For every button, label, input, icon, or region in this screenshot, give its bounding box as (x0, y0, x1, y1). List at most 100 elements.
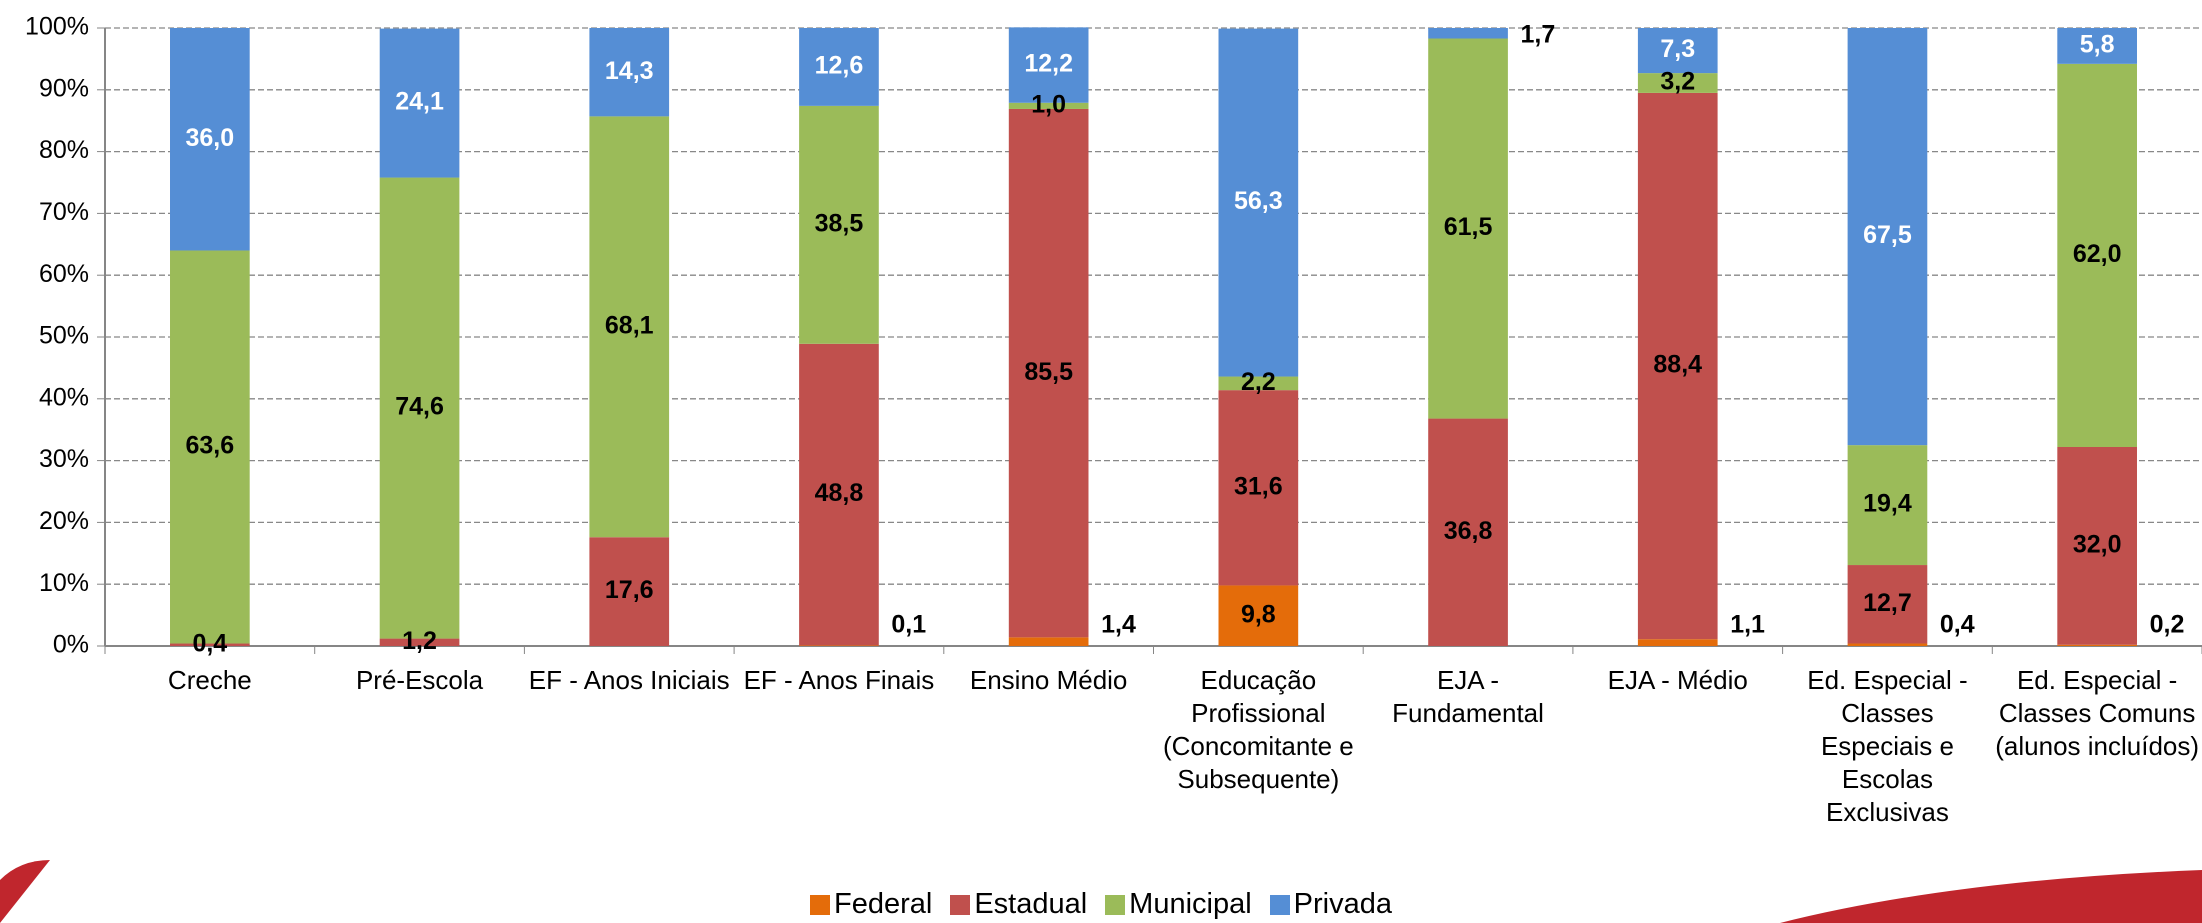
data-label: 48,8 (815, 479, 864, 507)
bar-segment (170, 28, 250, 251)
bar-segment (1847, 565, 1928, 644)
data-label: 74,6 (395, 393, 444, 421)
bar-segment (1428, 418, 1508, 646)
legend-swatch (809, 894, 830, 915)
bar-segment (379, 638, 460, 646)
legend-label: Federal (833, 888, 933, 920)
data-label: 0,1 (891, 611, 926, 639)
data-label: 7,3 (1660, 35, 1695, 63)
bar-segment (799, 105, 879, 344)
x-tick-label: Ed. Especial - Classes Especiais e Escol… (1807, 665, 1968, 827)
data-label: 1,4 (1101, 611, 1136, 639)
bar-segment (1008, 637, 1089, 646)
data-label: 62,0 (2073, 240, 2122, 268)
legend-label: Privada (1293, 888, 1392, 920)
x-tick-label: EJA - Fundamental (1392, 665, 1544, 728)
data-label: 12,2 (1024, 50, 1073, 78)
y-tick-label: 10% (39, 569, 89, 597)
x-tick-label: EF - Anos Finais (743, 665, 935, 695)
bar-segment (1428, 38, 1508, 419)
bar-segment (2057, 644, 2137, 646)
legend-item: Privada (1269, 888, 1392, 921)
legend-label: Municipal (1129, 888, 1252, 920)
bar-segment (1847, 643, 1928, 646)
x-tick-label: Ensino Médio (969, 665, 1128, 695)
bar-segment (1218, 585, 1299, 646)
data-label: 14,3 (605, 57, 654, 85)
bar-segment (1218, 28, 1299, 377)
legend-swatch (1105, 894, 1126, 915)
data-label: 1,2 (402, 627, 437, 655)
data-label: 88,4 (1653, 351, 1702, 379)
data-label: 32,0 (2073, 530, 2122, 558)
data-label: 3,2 (1660, 68, 1695, 96)
data-label: 1,0 (1031, 90, 1066, 118)
bar-segment (589, 28, 670, 117)
data-label: 0,4 (1940, 611, 1975, 639)
y-tick-label: 70% (39, 198, 89, 226)
bar-segment (1218, 376, 1299, 391)
data-label: 85,5 (1024, 358, 1073, 386)
y-tick-label: 80% (39, 136, 89, 164)
bar-segment (379, 28, 460, 178)
bar-segment (799, 343, 879, 646)
bar-segment (799, 28, 879, 106)
data-label: 0,2 (2150, 611, 2185, 639)
data-label: 31,6 (1234, 472, 1283, 500)
data-label: 24,1 (395, 88, 444, 116)
bar-segment (1637, 639, 1718, 646)
data-label: 36,8 (1444, 517, 1493, 545)
legend-label: Estadual (974, 888, 1088, 920)
y-tick-label: 60% (39, 260, 89, 288)
data-label: 2,2 (1241, 368, 1276, 396)
bar-segment (1847, 445, 1928, 566)
data-label: 36,0 (186, 124, 235, 152)
data-label: 63,6 (186, 432, 235, 460)
x-tick-label: Ed. Especial - Classes Comuns (alunos in… (1995, 665, 2200, 761)
bar-segment (2057, 63, 2137, 448)
bar-segment (1008, 27, 1089, 103)
data-label: 9,8 (1241, 600, 1276, 628)
y-tick-label: 30% (39, 445, 89, 473)
data-label: 0,4 (192, 629, 227, 657)
bar-segment (589, 116, 670, 538)
data-label: 1,7 (1521, 21, 1556, 49)
bar-segment (1637, 92, 1718, 640)
bar-segment (1008, 108, 1089, 638)
y-tick-label: 40% (39, 383, 89, 411)
bar-segment (2057, 447, 2137, 645)
y-tick-label: 20% (39, 507, 89, 535)
bar-segment (799, 645, 879, 646)
data-label: 67,5 (1863, 221, 1912, 249)
x-tick-label: EJA - Médio (1607, 665, 1748, 695)
legend-swatch (1269, 894, 1290, 915)
bar-segment (589, 537, 670, 646)
y-tick-label: 100% (25, 13, 89, 41)
y-tick-label: 50% (39, 322, 89, 350)
x-tick-label: Educação Profissional (Concomitante e Su… (1162, 665, 1354, 794)
legend-item: Estadual (950, 888, 1087, 921)
x-tick-label: Pré-Escola (355, 665, 484, 695)
bar-segment (1637, 73, 1718, 93)
y-tick-label: 0% (53, 631, 89, 659)
legend-swatch (950, 894, 971, 915)
data-label: 68,1 (605, 311, 654, 339)
data-label: 12,7 (1863, 589, 1912, 617)
legend-item: Federal (809, 888, 933, 921)
bar-segment (2057, 28, 2137, 64)
bar-segment (170, 643, 250, 646)
data-label: 17,6 (605, 576, 654, 604)
data-label: 19,4 (1863, 490, 1912, 518)
data-label: 38,5 (815, 209, 864, 237)
x-tick-label: Creche (167, 665, 252, 695)
legend-item: Municipal (1105, 888, 1252, 921)
bar-segment (1428, 28, 1508, 39)
bar-segment (1008, 102, 1089, 109)
legend: Federal Estadual Municipal Privada (0, 888, 2202, 921)
data-label: 56,3 (1234, 187, 1283, 215)
bar-segment (1847, 28, 1928, 446)
data-label: 5,8 (2080, 31, 2115, 59)
data-label: 12,6 (815, 52, 864, 80)
